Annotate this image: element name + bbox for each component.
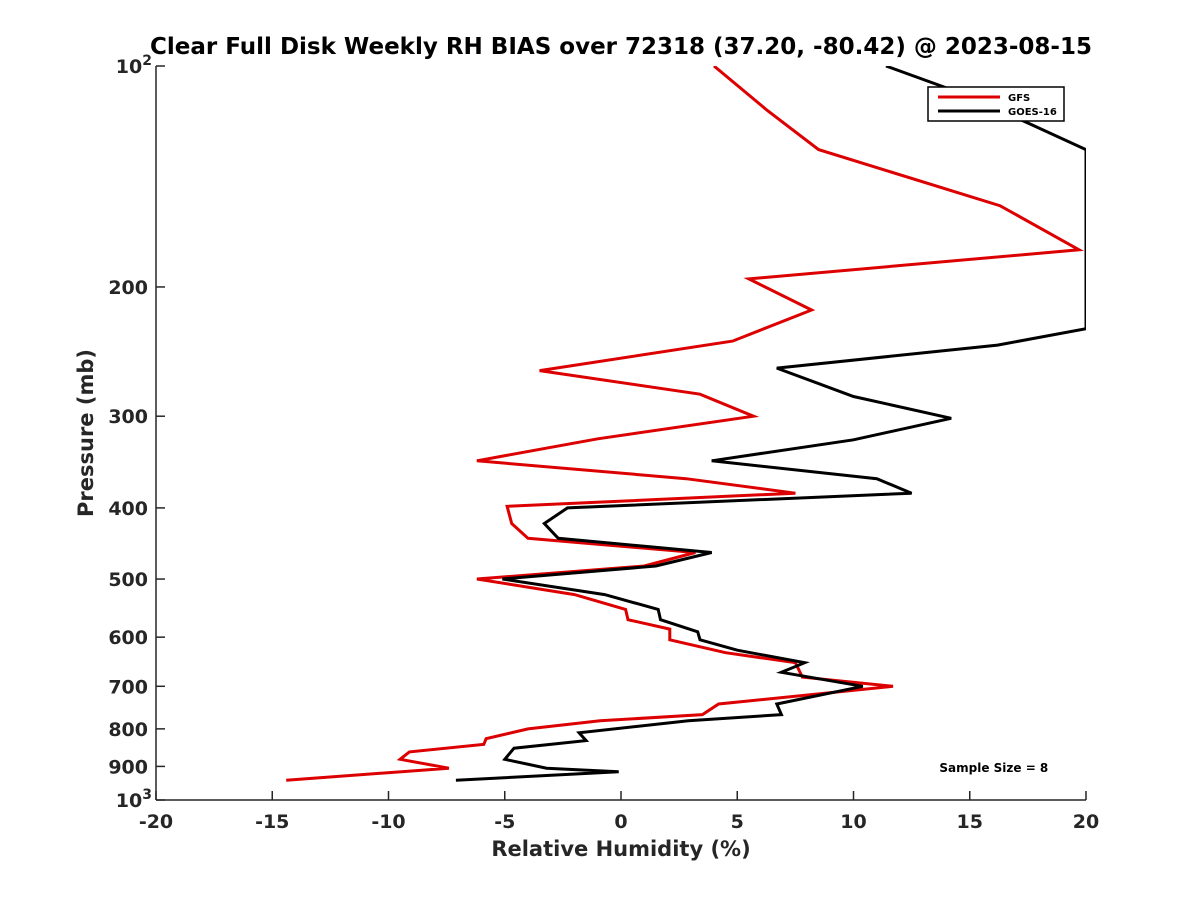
x-tick-label: 20	[1073, 811, 1099, 833]
axes	[155, 66, 1086, 801]
y-tick-label: 800	[108, 719, 148, 741]
y-tick-label: 700	[108, 676, 148, 698]
x-tick-label: -5	[494, 811, 515, 833]
annotations: Sample Size = 8	[939, 761, 1048, 775]
x-tick-label: -10	[371, 811, 405, 833]
x-tick-label: 15	[957, 811, 983, 833]
y-tick-label: 500	[108, 569, 148, 591]
chart-title: Clear Full Disk Weekly RH BIAS over 7231…	[150, 34, 1092, 60]
series-line-goes-16	[455, 66, 1086, 782]
legend-label: GOES-16	[1008, 107, 1057, 118]
y-tick-label: 400	[108, 498, 148, 520]
x-tick-label: -20	[139, 811, 173, 833]
x-tick-label: 0	[614, 811, 627, 833]
y-tick-label: 300	[108, 406, 148, 428]
sample-size-annotation: Sample Size = 8	[939, 761, 1048, 775]
x-tick-label: 10	[840, 811, 866, 833]
y-tick-label: 103	[116, 787, 152, 812]
x-ticks: -20 -15 -10 -5 0 5 10 15 20	[139, 791, 1099, 833]
legend-label: GFS	[1008, 93, 1030, 104]
plot-area	[286, 66, 1086, 782]
y-ticks: 102 200 300 400 500 600 700 800 900 103	[108, 53, 165, 812]
y-tick-label: 200	[108, 277, 148, 299]
y-tick-label: 600	[108, 627, 148, 649]
y-axis-label: Pressure (mb)	[74, 349, 98, 517]
y-tick-label: 102	[116, 53, 152, 78]
series-line-gfs	[286, 66, 1084, 782]
legend-box	[927, 86, 1065, 122]
x-tick-label: -15	[255, 811, 289, 833]
legend: GFS GOES-16	[927, 86, 1065, 122]
y-tick-label: 900	[108, 756, 148, 778]
x-tick-label: 5	[731, 811, 744, 833]
x-axis-label: Relative Humidity (%)	[491, 837, 750, 861]
